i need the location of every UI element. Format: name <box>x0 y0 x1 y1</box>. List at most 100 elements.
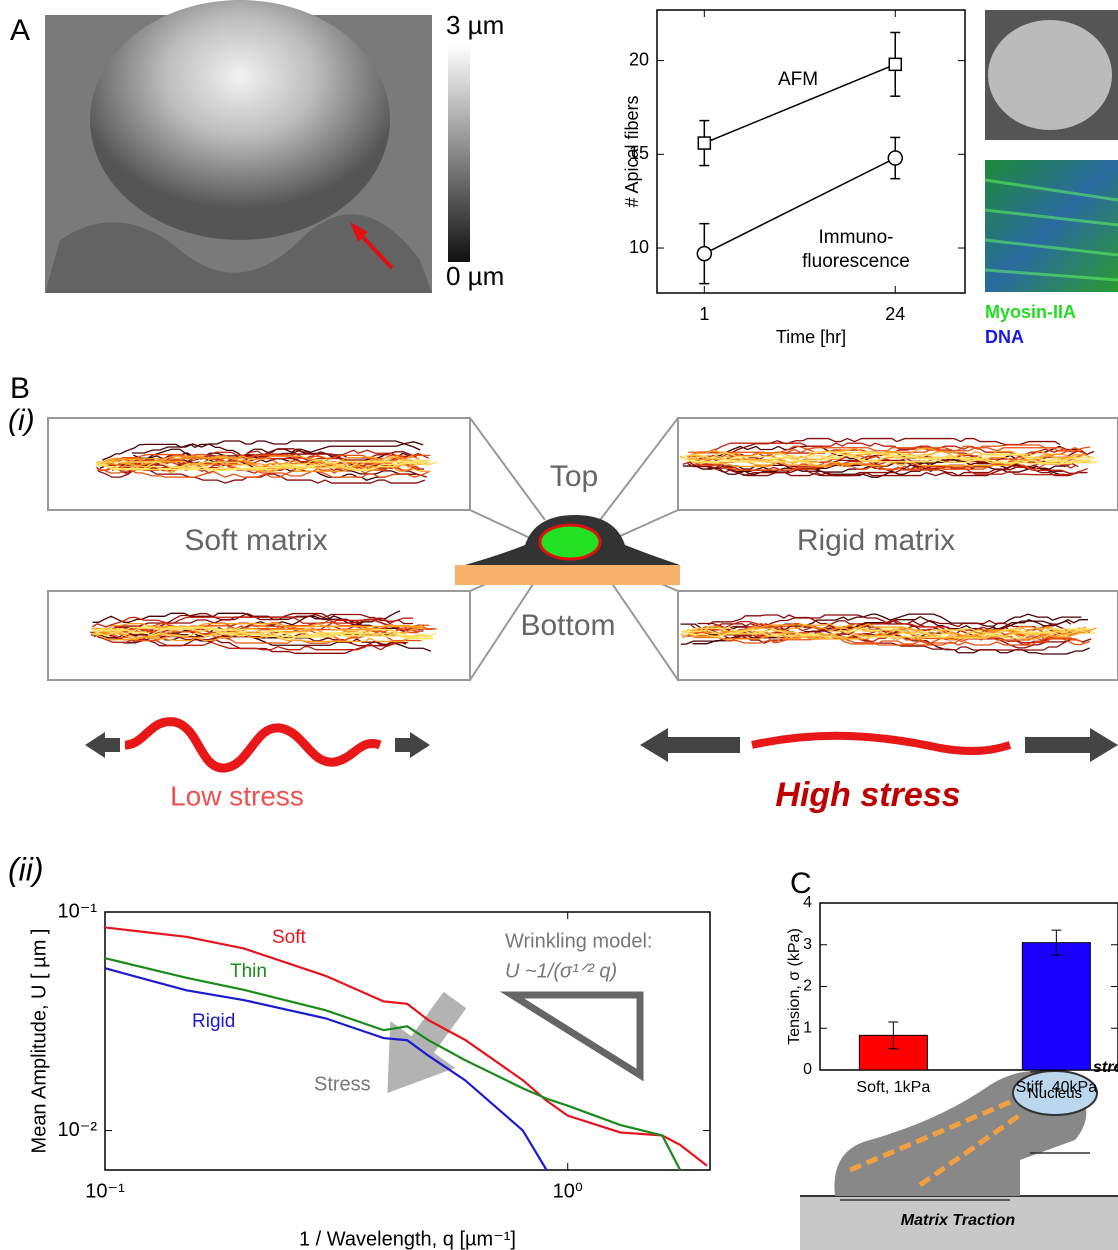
annotation: U ~1/(σ¹ᐟ² q) <box>505 960 617 982</box>
fiber <box>91 628 433 638</box>
matrix-label: Rigid matrix <box>797 524 955 557</box>
fiber <box>682 623 1087 640</box>
series-label: AFM <box>778 69 818 90</box>
fiber-stripes <box>984 178 1118 282</box>
series-label: Immuno-fluorescence <box>802 227 910 272</box>
y-tick-label: 2 <box>803 978 812 995</box>
y-tick-label: 10 <box>629 237 649 257</box>
colorbar <box>448 45 470 262</box>
marker <box>887 150 904 166</box>
bar <box>1021 942 1091 1071</box>
y-tick-label: 10⁻² <box>58 1119 98 1141</box>
stress-fibers <box>849 1097 1022 1188</box>
x-axis-label: 1 / Wavelength, q [µm⁻¹] <box>299 1228 516 1250</box>
ground <box>800 1196 1118 1250</box>
arrow-head <box>350 222 368 242</box>
panel-label: B <box>10 372 30 405</box>
series-line <box>104 957 682 1171</box>
traction-text: Matrix Traction <box>901 1212 1016 1229</box>
nucleus-image <box>988 20 1112 130</box>
fiber <box>95 461 438 469</box>
cell-side-label: Top <box>550 460 598 493</box>
marker <box>888 57 903 72</box>
colorbar-min: 0 µm <box>446 261 504 291</box>
series-label: Thin <box>230 961 267 982</box>
series-label: Soft <box>272 927 307 948</box>
fiber <box>92 612 424 633</box>
stress-label: High stress <box>775 776 960 814</box>
fiber <box>688 459 1079 477</box>
fiber <box>96 459 430 471</box>
series-line <box>104 967 548 1171</box>
fiber <box>687 624 1092 638</box>
series-line <box>104 926 708 1167</box>
stress-label: Low stress <box>170 780 304 811</box>
fiber <box>681 629 1096 637</box>
matrix-label: Soft matrix <box>184 524 327 557</box>
y-tick-label: 10⁻¹ <box>58 900 98 922</box>
arrow <box>356 230 394 270</box>
fiber <box>697 442 1073 456</box>
stain-label: Myosin-IIA <box>985 302 1076 322</box>
afm-ridges <box>45 214 432 293</box>
fiber <box>683 628 1091 638</box>
cell-side-label: Bottom <box>520 609 615 642</box>
nucleus <box>538 523 602 561</box>
fiber <box>687 462 1088 477</box>
fiber <box>91 629 437 637</box>
x-tick-label: 10⁰ <box>553 1180 583 1202</box>
series-line <box>704 63 896 144</box>
series-label: Rigid <box>192 1011 235 1032</box>
annotation: Wrinkling model: <box>505 930 652 952</box>
slope-triangle <box>499 991 644 1082</box>
fiber <box>679 454 1096 462</box>
fiber <box>91 625 423 641</box>
fiber <box>686 446 1091 470</box>
series-line <box>703 157 896 255</box>
annotation: Stress <box>314 1073 371 1095</box>
subpanel-label: (i) <box>8 404 35 437</box>
fiber <box>682 452 1091 464</box>
wavy-fiber <box>124 717 382 773</box>
substrate <box>455 565 680 585</box>
marker <box>697 136 712 150</box>
fiber <box>112 466 430 478</box>
force-arrows <box>85 728 1118 762</box>
x-tick-label: 24 <box>885 304 905 324</box>
y-tick-label: 4 <box>803 894 812 911</box>
stress-text: stress <box>1093 1059 1118 1076</box>
x-tick-label: Stiff, 40kPa <box>1016 1079 1098 1096</box>
subpanel-label: (ii) <box>8 851 44 887</box>
fiber <box>94 630 427 643</box>
y-tick-label: 0 <box>803 1061 812 1078</box>
panel-label: A <box>10 14 30 47</box>
fiber <box>98 467 426 484</box>
y-tick-label: 15 <box>629 143 649 163</box>
fiber <box>115 452 409 475</box>
x-tick-label: 10⁻¹ <box>85 1180 125 1202</box>
afm-cell <box>90 0 390 240</box>
panel-label: C <box>790 867 812 900</box>
x-tick-label: 1 <box>699 304 709 324</box>
y-axis-label: Tension, σ (kPa) <box>786 928 803 1045</box>
plot-frame <box>104 911 711 1171</box>
x-tick-label: Soft, 1kPa <box>856 1079 930 1096</box>
x-axis-label: Time [hr] <box>776 327 846 347</box>
y-tick-label: 1 <box>803 1019 812 1036</box>
nucleus-text: Nucleus <box>1028 1085 1082 1102</box>
y-axis-label: Mean Amplitude, U [ µm ] <box>28 929 50 1154</box>
fiber <box>680 626 1088 640</box>
straight-fiber <box>751 731 1012 755</box>
colorbar-max: 3 µm <box>446 10 504 40</box>
fiber <box>97 460 430 470</box>
marker <box>696 245 713 262</box>
plot-frame <box>656 9 966 294</box>
fiber <box>109 449 420 472</box>
y-tick-label: 3 <box>803 936 812 953</box>
fiber <box>690 450 1091 468</box>
fiber <box>96 458 431 472</box>
y-tick-label: 20 <box>629 49 649 69</box>
y-axis-label: # Apical fibers <box>622 95 642 207</box>
